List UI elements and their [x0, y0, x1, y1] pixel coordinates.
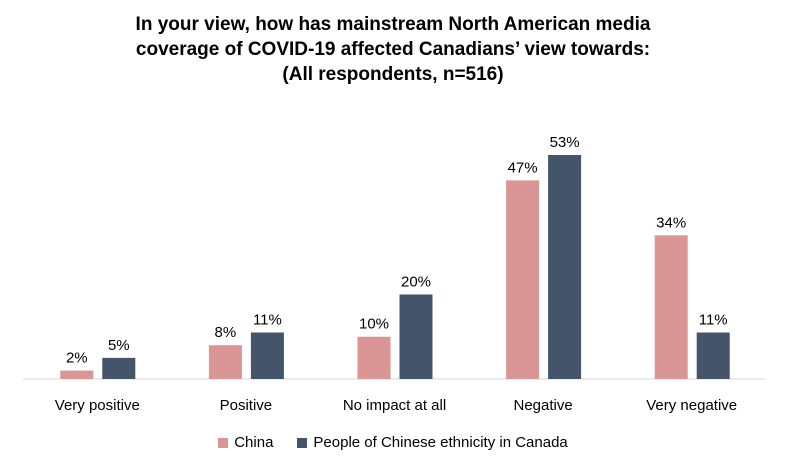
bar-chinese-canadians-4	[696, 332, 730, 379]
bar-chinese-canadians-0	[102, 357, 136, 379]
data-label-chinese-canadians-1: 11%	[253, 312, 282, 329]
data-label-china-4: 34%	[656, 214, 686, 231]
category-label-1: Positive	[220, 397, 273, 414]
chart-legend: China People of Chinese ethnicity in Can…	[0, 434, 786, 451]
bar-china-1	[208, 345, 242, 379]
legend-item-chinese-canadians: People of Chinese ethnicity in Canada	[297, 434, 568, 451]
chart-title-line-1: In your view, how has mainstream North A…	[135, 14, 651, 35]
data-label-china-0: 2%	[66, 350, 88, 367]
legend-label-chinese-canadians: People of Chinese ethnicity in Canada	[313, 434, 568, 451]
category-label-0: Very positive	[55, 397, 140, 414]
data-label-china-3: 47%	[508, 159, 538, 176]
bar-chinese-canadians-1	[250, 332, 284, 379]
bar-china-2	[357, 336, 391, 379]
chart-title: In your view, how has mainstream North A…	[0, 12, 786, 87]
data-label-china-1: 8%	[215, 324, 237, 341]
chart-title-line-2: coverage of COVID-19 affected Canadians’…	[135, 39, 651, 60]
legend-swatch-chinese-canadians	[297, 437, 308, 448]
bar-chinese-canadians-3	[548, 155, 582, 379]
data-label-chinese-canadians-2: 20%	[401, 273, 431, 290]
legend-label-china: China	[234, 434, 274, 451]
category-label-2: No impact at all	[343, 397, 446, 414]
legend-item-china: China	[218, 434, 273, 451]
bar-china-3	[506, 180, 540, 379]
data-label-chinese-canadians-3: 53%	[550, 134, 580, 151]
chart-title-line-3: (All respondents, n=516)	[282, 64, 504, 85]
data-label-chinese-canadians-4: 11%	[699, 312, 728, 329]
data-label-china-2: 10%	[359, 316, 389, 333]
category-label-3: Negative	[513, 397, 572, 414]
category-label-4: Very negative	[646, 397, 737, 414]
bar-china-0	[60, 370, 94, 379]
bar-chinese-canadians-2	[399, 294, 433, 379]
legend-swatch-china	[218, 437, 229, 448]
bar-china-4	[654, 235, 688, 379]
data-label-chinese-canadians-0: 5%	[108, 337, 130, 354]
